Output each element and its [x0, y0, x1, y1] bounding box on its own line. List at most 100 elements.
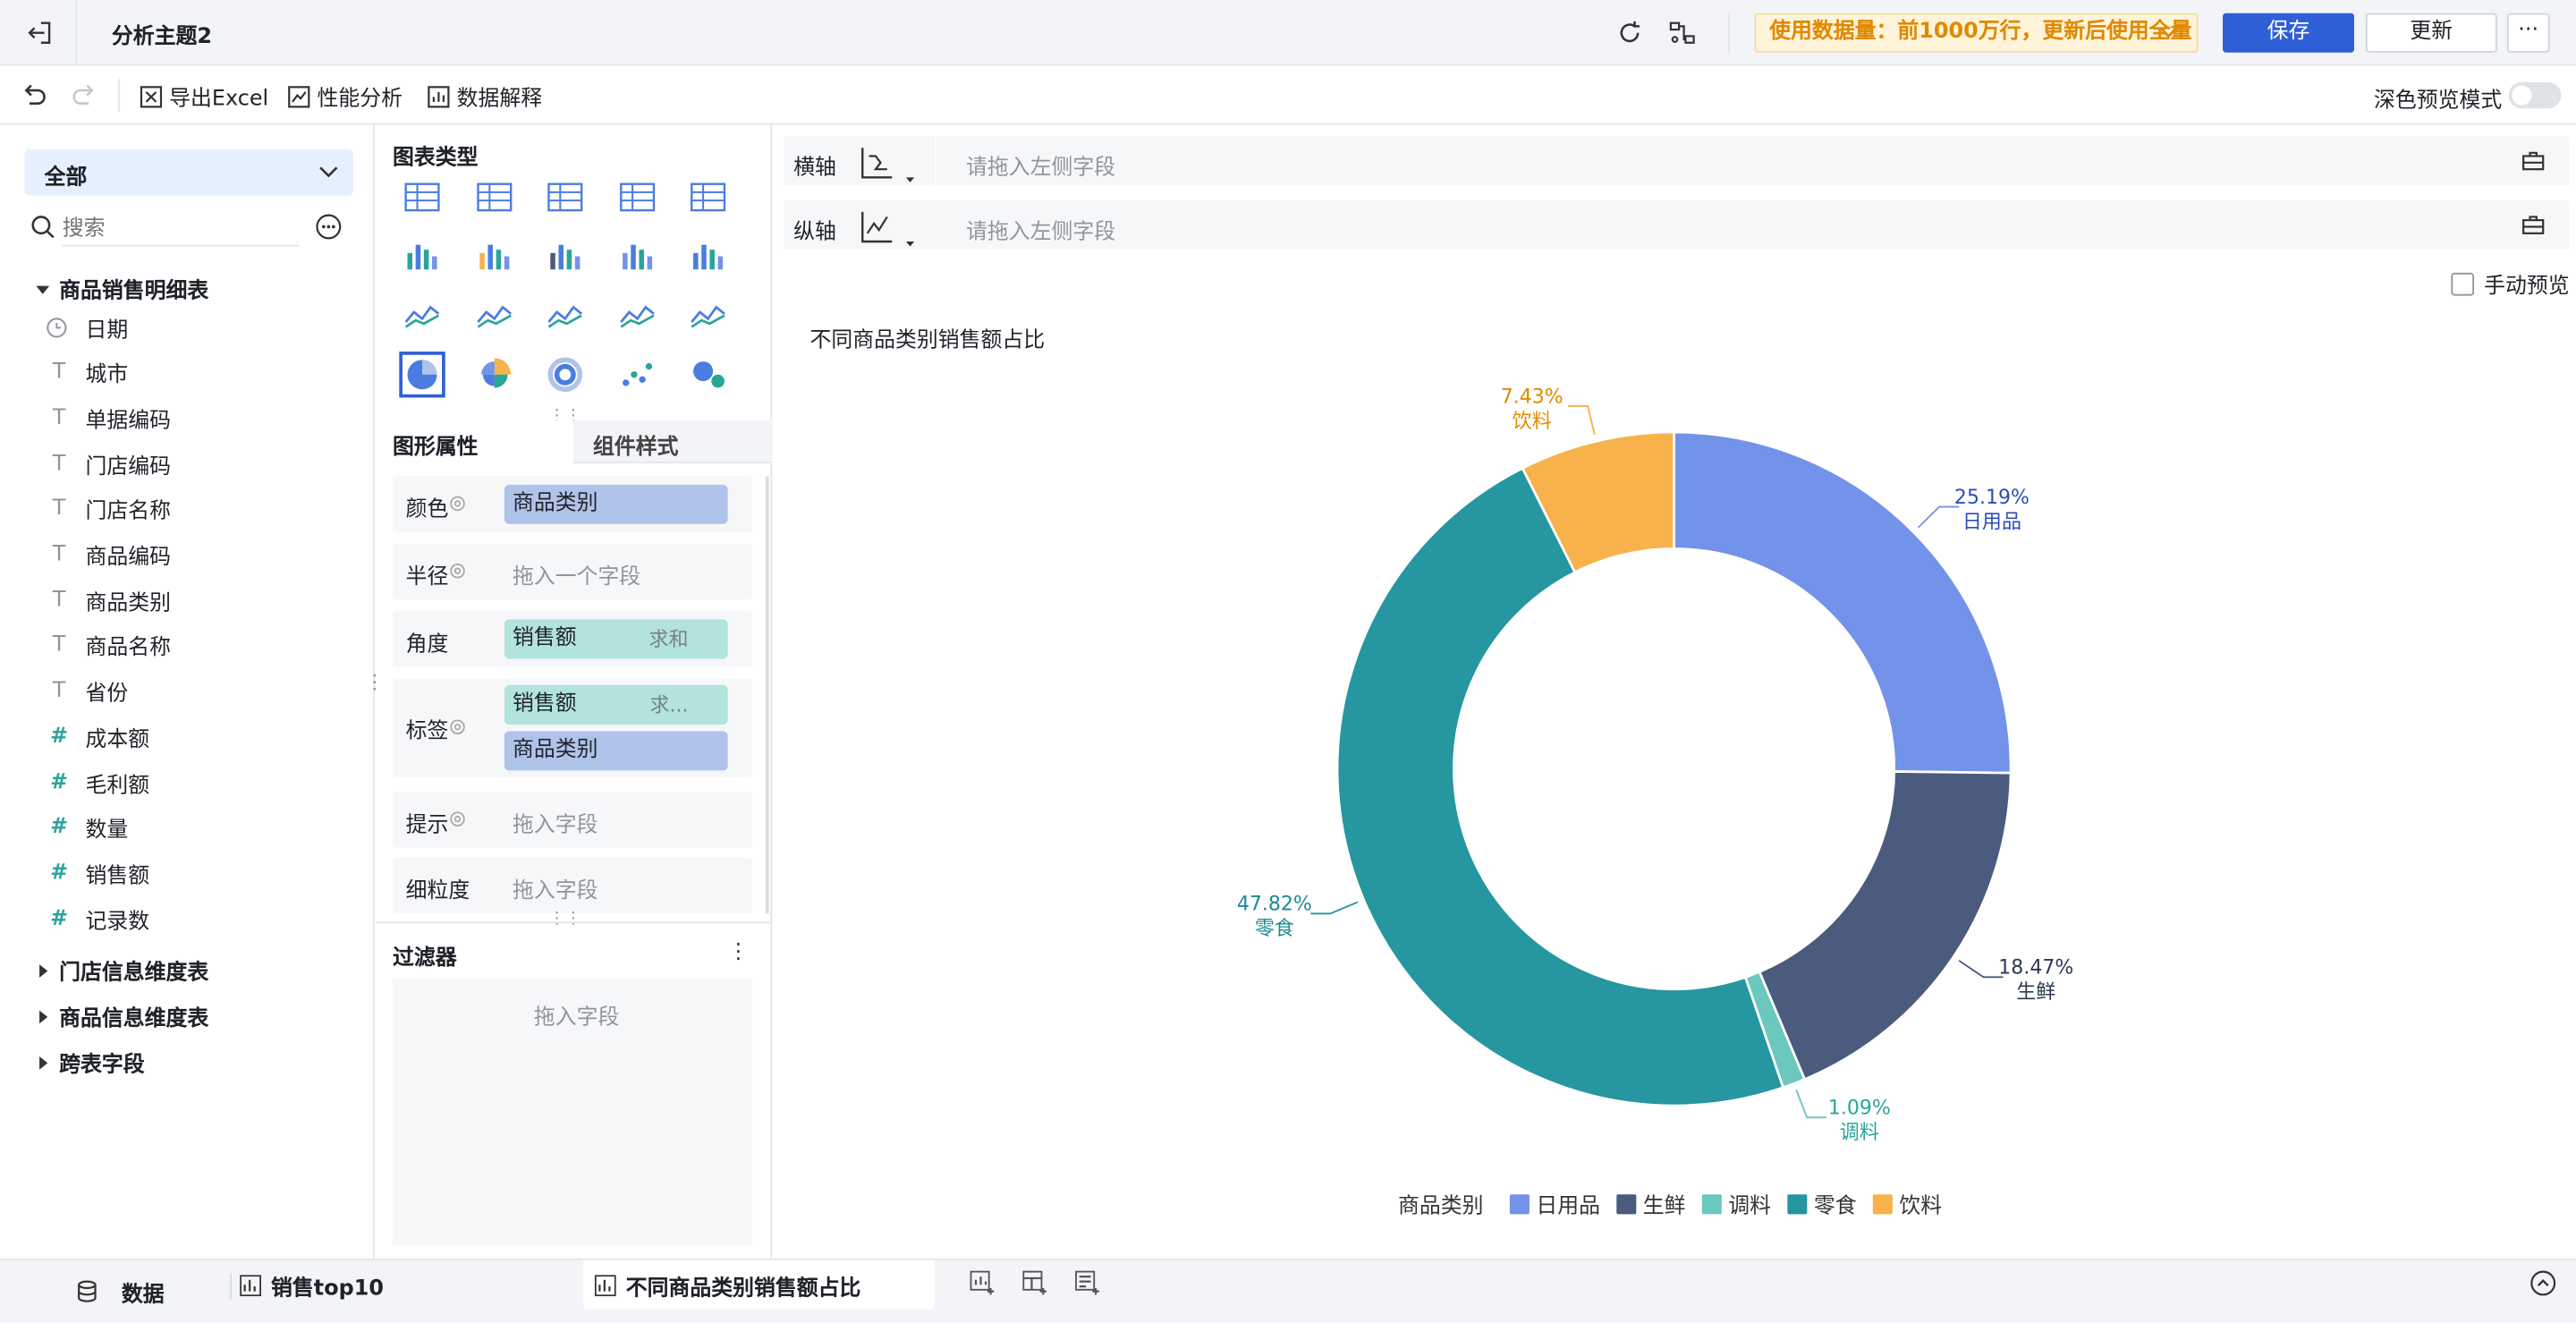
performance-button[interactable]: 性能分析: [287, 81, 402, 112]
redo-icon[interactable]: [69, 81, 98, 110]
data-volume-notice[interactable]: 使用数据量：前1000万行，更新后使用全量: [1754, 13, 2199, 53]
label-field-pill-category[interactable]: 商品类别: [504, 731, 728, 771]
field-item[interactable]: # 成本额: [46, 720, 149, 753]
toolbox-icon[interactable]: [2521, 149, 2545, 173]
gear-icon[interactable]: [448, 810, 466, 827]
lineage-icon[interactable]: [1665, 16, 1699, 49]
pie-chart-icon-selected[interactable]: [399, 352, 445, 398]
y-axis-switch-icon[interactable]: [856, 207, 915, 250]
field-item[interactable]: T 城市: [46, 356, 128, 389]
field-item[interactable]: # 毛利额: [46, 766, 149, 799]
field-item[interactable]: 日期: [46, 310, 128, 343]
field-item[interactable]: T 商品类别: [46, 583, 171, 616]
field-item[interactable]: # 销售额: [46, 857, 149, 890]
detail-table-icon[interactable]: [546, 177, 585, 216]
field-item[interactable]: T 门店名称: [46, 493, 171, 526]
radar-chart-icon[interactable]: [546, 296, 585, 335]
field-item[interactable]: T 省份: [46, 674, 128, 708]
radius-drop-zone[interactable]: 拖入一个字段: [513, 564, 641, 590]
add-component-icon[interactable]: [970, 1270, 996, 1296]
field-item[interactable]: T 商品编码: [46, 539, 171, 572]
tab-component-style[interactable]: 组件样式: [573, 420, 773, 463]
tab-category-sales-share[interactable]: 不同商品类别销售额占比: [594, 1260, 860, 1310]
more-button[interactable]: ···: [2506, 13, 2550, 53]
area-chart-icon[interactable]: [617, 296, 657, 335]
add-dashboard-icon[interactable]: [1021, 1270, 1047, 1296]
table-group-sales-detail[interactable]: 商品销售明细表: [36, 273, 208, 304]
gear-icon[interactable]: [448, 495, 466, 513]
bar-chart-icon[interactable]: [617, 236, 657, 276]
legend-item[interactable]: 零食: [1787, 1188, 1857, 1219]
toolbox-icon[interactable]: [2521, 214, 2545, 237]
y-axis-drop-zone[interactable]: 请拖入左侧字段: [965, 220, 1116, 245]
angle-field-pill[interactable]: 销售额 求和: [504, 619, 728, 659]
legend-item[interactable]: 日用品: [1509, 1188, 1600, 1219]
field-item[interactable]: T 门店编码: [46, 447, 171, 480]
prop-label-field: 标签 销售额 求... 商品类别: [392, 678, 753, 777]
field-item[interactable]: # 数量: [46, 811, 128, 844]
add-report-icon[interactable]: [1074, 1270, 1100, 1296]
update-button[interactable]: 更新: [2365, 13, 2497, 53]
granularity-drop-zone[interactable]: 拖入字段: [513, 878, 598, 904]
field-search-input[interactable]: [62, 210, 300, 247]
slice-日用品[interactable]: [1673, 430, 2012, 775]
table-group-product-dim[interactable]: 商品信息维度表: [36, 1001, 208, 1031]
bubble-chart-icon[interactable]: [689, 355, 728, 394]
table-chart-icon[interactable]: [402, 177, 442, 216]
toggle-knob: [2512, 85, 2532, 106]
column-chart-icon[interactable]: [546, 236, 585, 276]
field-item[interactable]: T 单据编码: [46, 402, 171, 435]
toolbar: 导出Excel 性能分析 数据解释 深色预览模式: [0, 65, 2576, 125]
label-field-pill-sales[interactable]: 销售额 求...: [504, 684, 728, 725]
tab-graphic-props[interactable]: 图形属性: [376, 420, 574, 463]
slice-饮料[interactable]: [1521, 430, 1675, 574]
refresh-icon[interactable]: [1614, 16, 1647, 49]
cross-table-icon[interactable]: [474, 177, 513, 216]
collapse-up-icon[interactable]: [2530, 1270, 2556, 1296]
filter-drop-zone[interactable]: 拖入字段: [392, 979, 753, 1246]
legend-item[interactable]: 调料: [1701, 1188, 1771, 1219]
export-excel-button[interactable]: 导出Excel: [140, 81, 268, 112]
legend-item[interactable]: 生鲜: [1616, 1188, 1686, 1219]
gear-icon[interactable]: [448, 718, 466, 736]
stacked-column-icon[interactable]: [402, 236, 442, 276]
scatter-line-icon[interactable]: [474, 296, 513, 335]
save-button[interactable]: 保存: [2223, 13, 2354, 53]
kpi-card-icon[interactable]: [617, 177, 657, 216]
range-column-icon[interactable]: [689, 236, 728, 276]
tab-sales-top10[interactable]: 销售top10: [240, 1260, 384, 1310]
text-type-icon: T: [52, 360, 66, 386]
color-field-pill[interactable]: 商品类别: [504, 484, 728, 524]
scatter-chart-icon[interactable]: [617, 355, 657, 394]
field-item[interactable]: # 记录数: [46, 903, 149, 936]
tab-data[interactable]: 数据: [75, 1267, 165, 1316]
line-chart-icon[interactable]: [402, 296, 442, 335]
number-card-icon[interactable]: [689, 177, 728, 216]
gear-icon[interactable]: [448, 562, 466, 580]
slice-生鲜[interactable]: [1758, 770, 2012, 1081]
table-group-store-dim[interactable]: 门店信息维度表: [36, 954, 208, 986]
exit-icon[interactable]: [23, 16, 56, 49]
slice-零食[interactable]: [1335, 466, 1785, 1107]
filter-more-icon[interactable]: ⋮: [727, 939, 750, 965]
gauge-chart-icon[interactable]: [689, 296, 728, 335]
scope-select[interactable]: 全部: [24, 149, 353, 196]
scrollbar[interactable]: [765, 476, 769, 914]
multi-ring-icon[interactable]: [546, 355, 585, 394]
dark-preview-toggle[interactable]: [2508, 81, 2562, 109]
manual-preview-checkbox[interactable]: [2451, 271, 2475, 295]
x-axis-switch-icon[interactable]: [856, 143, 915, 186]
undo-icon[interactable]: [20, 81, 49, 110]
x-axis-drop-zone[interactable]: 请拖入左侧字段: [965, 156, 1116, 182]
rose-chart-icon[interactable]: [474, 355, 513, 394]
explain-button[interactable]: 数据解释: [428, 81, 542, 112]
field-item[interactable]: T 商品名称: [46, 629, 171, 662]
tooltip-drop-zone[interactable]: 拖入字段: [513, 813, 598, 838]
chart-config-panel: 图表类型 ⋮⋮ 图形属性 组件样式 颜色 商品类别 半径 拖入一个字段 角度 销…: [376, 124, 773, 1259]
more-options-icon[interactable]: [316, 214, 342, 240]
resize-handle[interactable]: ⋮⋮: [548, 910, 582, 929]
legend-item[interactable]: 饮料: [1872, 1188, 1942, 1219]
grouped-column-icon[interactable]: [474, 236, 513, 276]
table-group-cross-table[interactable]: 跨表字段: [36, 1047, 145, 1078]
